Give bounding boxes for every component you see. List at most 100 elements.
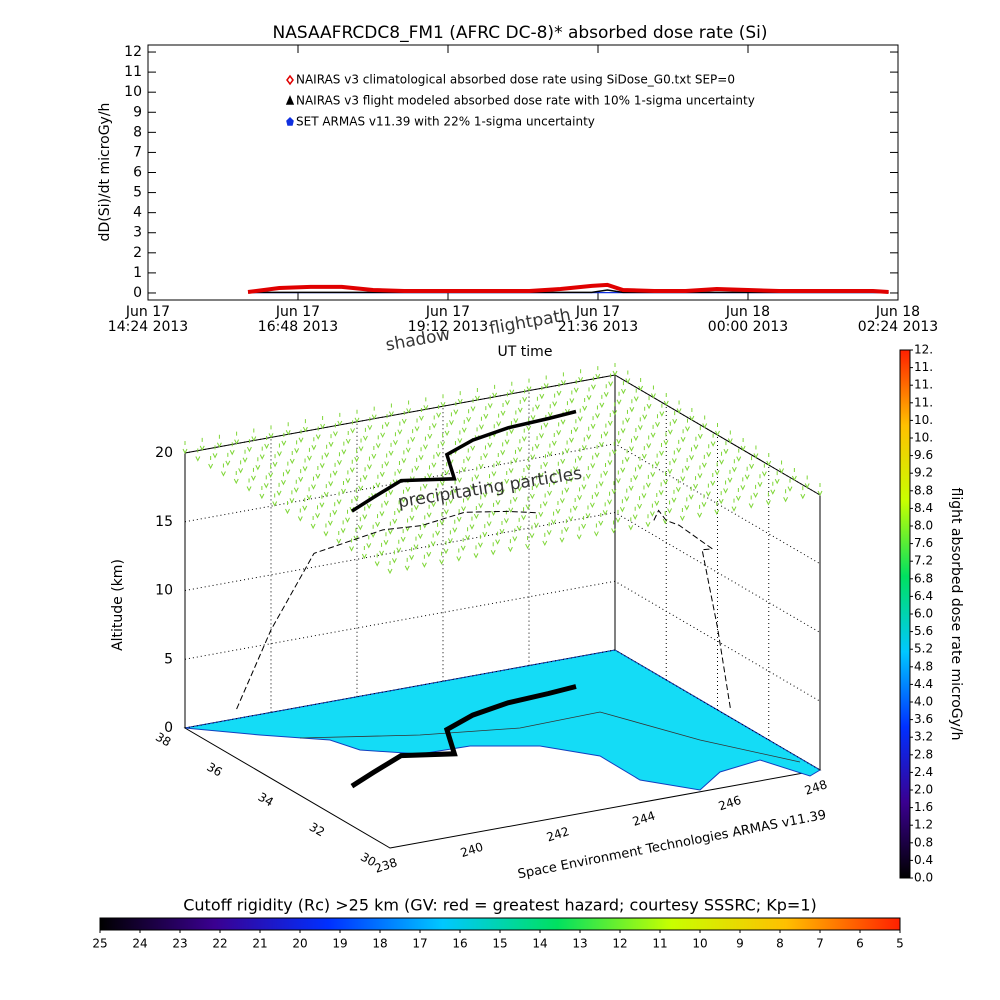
colorbar-tick-label: 3.6 <box>914 712 933 726</box>
particle-arrow <box>594 444 600 458</box>
particle-arrow <box>384 453 390 467</box>
particle-arrow <box>603 462 608 477</box>
particle-arrow <box>392 432 398 446</box>
particle-arrow <box>542 532 548 547</box>
particle-arrow <box>478 416 484 430</box>
particle-arrow <box>672 411 678 425</box>
chart-title: NASAAFRCDC8_FM1 (AFRC DC-8)* absorbed do… <box>273 23 768 43</box>
particle-arrow <box>577 408 583 422</box>
particle-arrow <box>431 454 437 468</box>
particle-arrow <box>539 386 545 400</box>
particle-arrow <box>697 504 703 518</box>
colorbar-tick-label: 9.6 <box>914 448 933 462</box>
particle-arrow <box>517 439 523 453</box>
legend-label: NAIRAS v3 flight modeled absorbed dose r… <box>296 94 755 108</box>
particle-arrow <box>590 455 596 469</box>
particle-arrow <box>216 434 222 448</box>
particle-arrow <box>328 434 334 448</box>
particle-arrow <box>452 480 458 494</box>
particle-arrow <box>612 402 618 416</box>
particle-arrow <box>225 452 231 466</box>
colorbar-tick-label: 5.6 <box>914 624 933 638</box>
colorbar-tick-label: 2.4 <box>914 765 933 779</box>
y-tick-label: 30 <box>358 850 378 870</box>
x-tick-label: Jun 17 21:36 2013 <box>557 304 639 335</box>
particle-arrow <box>289 451 295 465</box>
colorbar <box>99 917 901 931</box>
particle-arrow <box>684 497 690 511</box>
particle-arrow <box>543 375 549 389</box>
particle-arrow <box>391 550 397 564</box>
particle-arrow <box>496 413 502 427</box>
particle-arrow <box>671 489 677 503</box>
particle-arrow <box>311 476 316 490</box>
particle-arrow <box>513 410 519 424</box>
flight-altitude-wall <box>236 510 538 710</box>
y-tick-label: 1 <box>133 265 142 281</box>
particle-arrow <box>616 391 622 405</box>
particle-arrow <box>453 401 459 415</box>
particle-arrow <box>684 457 690 472</box>
series-line <box>247 282 889 294</box>
particle-arrow <box>487 434 493 448</box>
particle-arrow <box>435 522 441 537</box>
particle-arrow <box>731 459 737 473</box>
particle-arrow <box>327 512 333 526</box>
particle-arrow <box>568 508 574 522</box>
particle-arrow <box>465 487 471 502</box>
particle-arrow <box>478 456 484 470</box>
flight-altitude-wall <box>652 509 731 708</box>
particle-arrow <box>418 407 424 422</box>
particle-arrow <box>392 511 398 525</box>
particle-arrow <box>714 462 720 476</box>
particle-arrow <box>354 449 360 463</box>
particle-arrow <box>470 398 476 412</box>
particle-arrow <box>345 509 350 523</box>
particle-arrow <box>220 463 226 477</box>
particle-arrow <box>685 418 690 432</box>
colorbar-tick-label: 14 <box>532 937 547 951</box>
z-tick-label: 5 <box>164 651 173 667</box>
particle-arrow <box>263 475 269 489</box>
x-tick-label: 242 <box>545 824 571 844</box>
particle-arrow <box>504 471 510 485</box>
particle-arrow <box>538 464 544 478</box>
y-tick-label: 0 <box>133 285 142 301</box>
particle-arrow <box>350 420 356 434</box>
particle-arrow <box>547 482 552 497</box>
particle-arrow <box>569 429 574 443</box>
particle-arrow <box>500 402 506 417</box>
x-tick-label: 240 <box>459 840 485 860</box>
particle-arrow <box>337 452 342 466</box>
particle-arrow <box>379 503 385 517</box>
legend-label: SET ARMAS v11.39 with 22% 1-sigma uncert… <box>296 115 595 129</box>
particle-arrow <box>577 447 583 462</box>
colorbar-tick-label: 2.8 <box>914 747 933 761</box>
particle-arrow <box>324 444 330 458</box>
particle-arrow <box>370 524 376 538</box>
colorbar-tick-label: 1.6 <box>914 800 933 814</box>
y-tick-label: 4 <box>133 205 142 221</box>
particle-arrow <box>573 419 579 433</box>
particle-arrow <box>727 430 733 444</box>
particle-arrow <box>319 494 325 508</box>
particle-arrow <box>492 384 498 398</box>
particle-arrow <box>525 496 531 510</box>
particle-arrow <box>641 485 647 499</box>
particle-arrow <box>182 441 188 455</box>
particle-arrow <box>474 466 480 480</box>
particle-arrow <box>374 553 380 567</box>
particle-arrow <box>414 457 420 472</box>
particle-arrow <box>766 453 772 467</box>
particle-arrow <box>697 426 703 440</box>
particle-arrow <box>409 507 415 522</box>
colorbar-tick-label: 2.0 <box>914 783 933 797</box>
particle-arrow <box>607 491 613 505</box>
particle-arrow <box>628 477 634 492</box>
particle-arrow <box>417 526 423 540</box>
x-axis-label: UT time <box>498 344 553 360</box>
particle-arrow <box>607 452 613 466</box>
colorbar-tick-label: 25 <box>92 937 107 951</box>
colorbar-tick-label: 21 <box>252 937 267 951</box>
particle-arrow <box>727 469 733 483</box>
